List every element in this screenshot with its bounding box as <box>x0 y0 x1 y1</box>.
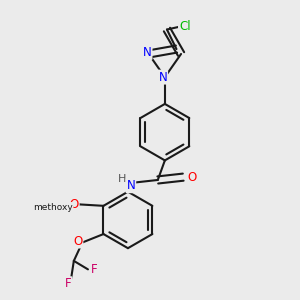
Text: methoxy: methoxy <box>33 203 73 212</box>
Text: F: F <box>91 263 97 276</box>
Text: H: H <box>118 174 126 184</box>
Text: N: N <box>127 179 135 192</box>
Text: F: F <box>65 277 71 290</box>
Text: O: O <box>73 235 83 248</box>
Text: N: N <box>143 46 152 59</box>
Text: Cl: Cl <box>179 20 190 33</box>
Text: O: O <box>70 198 79 211</box>
Text: O: O <box>188 171 197 184</box>
Text: N: N <box>158 70 167 84</box>
